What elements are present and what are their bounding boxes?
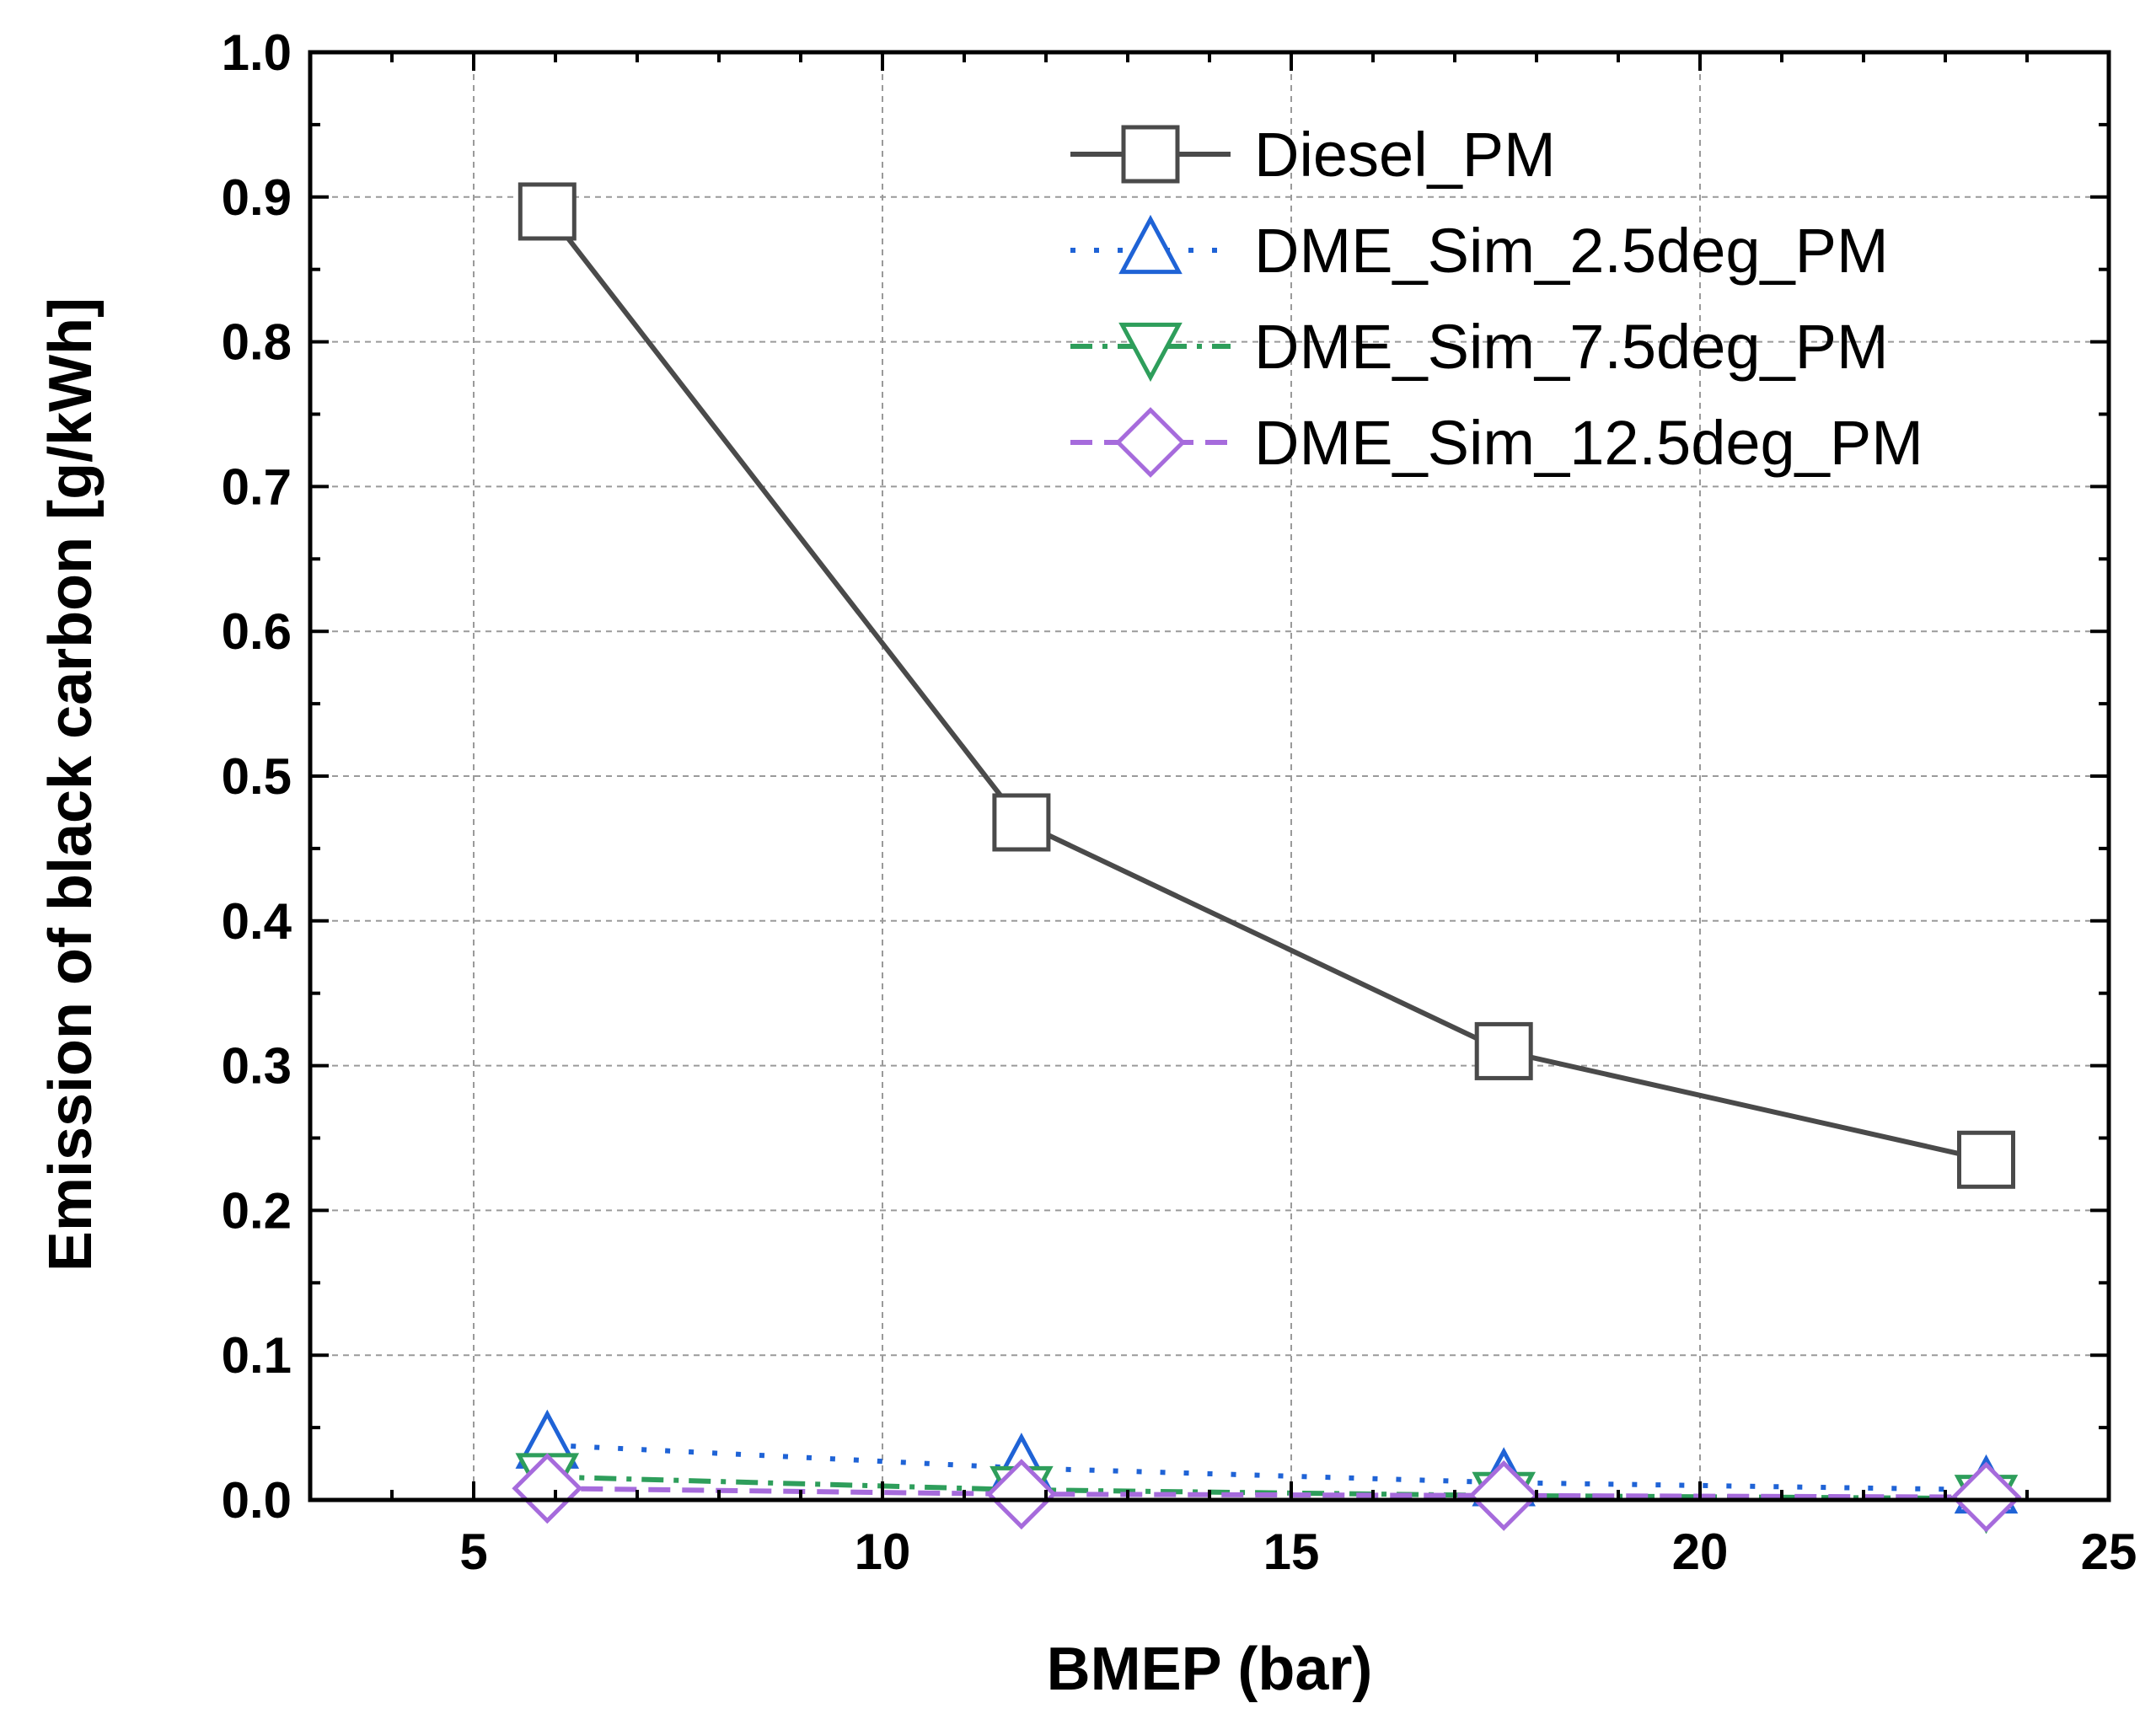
legend-entry: DME_Sim_7.5deg_PM — [1070, 312, 1889, 383]
series-line — [544, 210, 1987, 1163]
data-point — [1474, 1021, 1533, 1080]
data-point — [512, 1453, 583, 1524]
x-tick-label: 10 — [855, 1524, 911, 1580]
legend-entry: DME_Sim_2.5deg_PM — [1070, 214, 1889, 286]
data-point — [518, 182, 577, 241]
y-tick-label: 0.5 — [222, 748, 292, 805]
legend-label: DME_Sim_2.5deg_PM — [1254, 216, 1889, 286]
y-axis-title: Emission of black carbon [g/kWh] — [37, 297, 105, 1272]
y-tick-label: 0.2 — [222, 1182, 292, 1239]
y-tick-label: 0.7 — [222, 458, 292, 515]
series-DME_Sim_12.5deg_PM — [512, 1453, 2022, 1533]
legend-marker — [1118, 214, 1183, 275]
y-tick-label: 0.4 — [222, 893, 292, 950]
y-tick-label: 1.0 — [222, 24, 292, 81]
legend-label: DME_Sim_7.5deg_PM — [1254, 312, 1889, 382]
series-Diesel_PM — [518, 182, 2015, 1189]
x-tick-label: 20 — [1672, 1524, 1729, 1580]
series-line — [547, 1486, 1987, 1500]
x-tick-label: 25 — [2081, 1524, 2137, 1580]
legend-label: Diesel_PM — [1254, 120, 1556, 190]
y-tick-label: 0.9 — [222, 169, 292, 226]
y-tick-label: 0.0 — [222, 1472, 292, 1529]
y-tick-label: 0.6 — [222, 603, 292, 660]
data-point — [1950, 1461, 2022, 1533]
series-line — [547, 1442, 1987, 1492]
x-tick-label: 15 — [1263, 1524, 1320, 1580]
x-axis-title: BMEP (bar) — [1047, 1636, 1373, 1703]
data-point — [1957, 1130, 2015, 1189]
grid-layer — [310, 52, 2109, 1500]
data-point — [985, 1459, 1057, 1530]
tick-layer: 5 10 15 20 25 0.0 0.1 0.2 0.3 0.4 0.5 0.6 0.7 0.8 0.9 1… — [222, 24, 2137, 1580]
legend-entry: Diesel_PM — [1070, 120, 1556, 190]
y-tick-label: 0.8 — [222, 314, 292, 371]
y-tick-label: 0.1 — [222, 1327, 292, 1384]
legend-entry: DME_Sim_12.5deg_PM — [1070, 407, 1923, 478]
y-tick-label: 0.3 — [222, 1038, 292, 1095]
data-point — [992, 793, 1051, 852]
data-point — [1468, 1460, 1540, 1531]
legend-marker — [1115, 407, 1186, 478]
x-tick-label: 5 — [459, 1524, 487, 1580]
legend-marker — [1121, 125, 1180, 184]
legend: Diesel_PM DME_Sim_2.5deg_PM DME_Sim_7.5deg… — [1070, 120, 1923, 478]
legend-label: DME_Sim_12.5deg_PM — [1254, 408, 1923, 478]
legend-marker — [1118, 322, 1183, 383]
